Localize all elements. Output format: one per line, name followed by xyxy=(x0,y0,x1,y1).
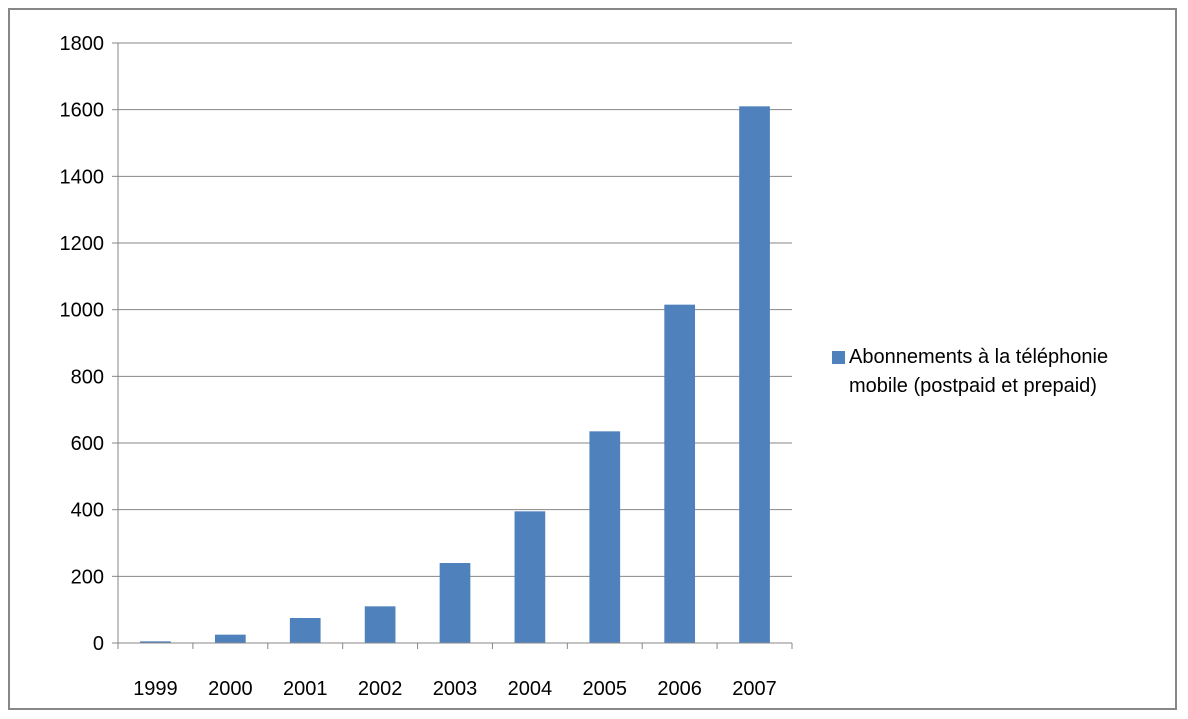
x-tick-label: 2006 xyxy=(657,678,702,700)
bar xyxy=(289,618,321,643)
x-tick-label: 1999 xyxy=(133,678,178,700)
bar xyxy=(214,634,246,643)
legend-label: Abonnements à la téléphonie mobile (post… xyxy=(849,346,1109,397)
y-tick-label: 1600 xyxy=(60,100,105,122)
y-tick-label: 1800 xyxy=(60,33,105,55)
bar xyxy=(364,606,396,643)
y-tick-label: 1000 xyxy=(60,300,105,322)
bar xyxy=(514,511,546,643)
y-tick-label: 1400 xyxy=(60,166,105,188)
y-tick-label: 200 xyxy=(71,566,104,588)
y-tick-label: 1200 xyxy=(60,233,105,255)
x-tick-label: 2004 xyxy=(508,678,553,700)
x-tick-label: 2005 xyxy=(583,678,628,700)
bar xyxy=(664,304,696,643)
x-tick-label: 2001 xyxy=(283,678,328,700)
bar xyxy=(439,563,471,643)
x-tick-label: 2002 xyxy=(358,678,403,700)
y-tick-label: 400 xyxy=(71,500,104,522)
x-tick-label: 2003 xyxy=(433,678,478,700)
y-tick-label: 0 xyxy=(93,633,104,655)
x-tick-label: 2007 xyxy=(732,678,777,700)
y-tick-label: 800 xyxy=(71,366,104,388)
legend: Abonnements à la téléphonie mobile (post… xyxy=(832,343,1169,401)
bars xyxy=(140,106,770,644)
x-tick-label: 2000 xyxy=(208,678,253,700)
tick-labels: 0 200 400 600 800 1000 1200 1400 1600 1800 1999 200… xyxy=(60,33,777,700)
y-tick-label: 600 xyxy=(71,433,104,455)
axes xyxy=(112,42,793,649)
bar xyxy=(739,106,770,644)
bar xyxy=(140,641,171,643)
legend-swatch xyxy=(832,351,845,364)
bar xyxy=(589,431,621,643)
